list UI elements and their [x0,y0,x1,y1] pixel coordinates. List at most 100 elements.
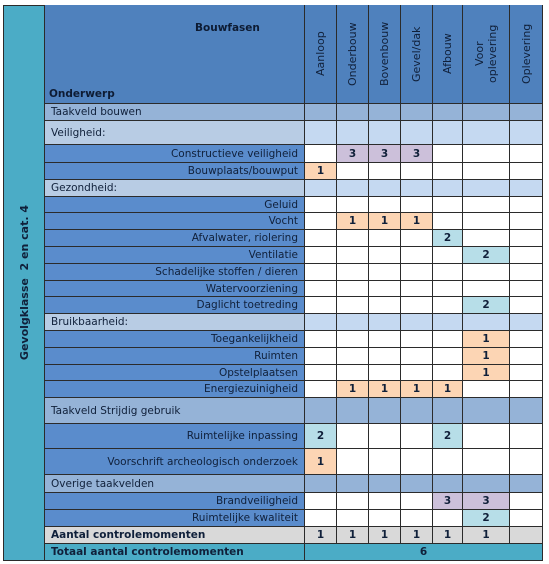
section-cell [510,121,543,145]
phases-title: Bouwfasen [195,18,295,38]
item-cell: 1 [369,381,401,398]
section-cell [433,121,463,145]
section-cell [305,314,337,331]
item-cell [463,381,510,398]
item-label: Vocht [45,213,305,230]
item-cell [305,348,337,365]
group-label: Taakveld Strijdig gebruik [45,398,305,424]
item-cell [305,493,337,510]
item-cell: 1 [433,381,463,398]
phase-header: Oplevering [510,5,543,104]
section-cell [305,121,337,145]
group-cell [401,104,433,121]
totals-cell [510,527,543,544]
item-cell [510,281,543,297]
item-cell [401,281,433,297]
section-cell [369,180,401,197]
item-cell [510,449,543,475]
group-cell [463,398,510,424]
item-cell [401,230,433,247]
item-cell [510,331,543,348]
item-cell [305,381,337,398]
phase-header: Afbouw [433,5,463,104]
item-cell [337,493,369,510]
item-cell: 1 [337,213,369,230]
item-cell [433,247,463,264]
item-cell [433,365,463,381]
item-cell: 1 [305,163,337,180]
group-cell [337,104,369,121]
item-cell: 1 [401,213,433,230]
item-cell [463,230,510,247]
item-cell [369,264,401,281]
phase-label: Bovenbouw [378,21,391,87]
item-cell [463,197,510,213]
item-label: Ruimten [45,348,305,365]
item-cell [401,163,433,180]
section-cell [463,180,510,197]
item-cell: 2 [463,297,510,314]
item-label: Opstelplaatsen [45,365,305,381]
item-cell [401,247,433,264]
group-cell [433,398,463,424]
item-cell [369,510,401,527]
section-cell [463,314,510,331]
item-cell [369,230,401,247]
phase-label: Aanloop [314,31,327,77]
item-cell [433,348,463,365]
item-cell [305,331,337,348]
item-label: Schadelijke stoffen / dieren [45,264,305,281]
section-label: Gezondheid: [45,180,305,197]
item-cell [401,331,433,348]
item-cell [510,381,543,398]
item-cell [305,247,337,264]
item-cell [463,163,510,180]
item-cell [369,331,401,348]
group-cell [401,398,433,424]
item-cell [433,197,463,213]
item-cell: 1 [401,381,433,398]
section-cell [337,121,369,145]
item-cell [337,264,369,281]
group-cell [463,475,510,493]
item-cell [305,213,337,230]
item-cell [369,348,401,365]
item-cell [463,264,510,281]
section-cell [433,180,463,197]
item-cell: 2 [463,247,510,264]
item-cell [510,297,543,314]
group-cell [369,398,401,424]
section-cell [401,121,433,145]
item-cell [463,145,510,163]
item-cell [369,197,401,213]
item-cell [510,145,543,163]
item-cell: 2 [463,510,510,527]
item-label: Bouwplaats/bouwput [45,163,305,180]
section-cell [337,314,369,331]
item-label: Voorschrift archeologisch onderzoek [45,449,305,475]
item-label: Geluid [45,197,305,213]
item-cell [510,348,543,365]
item-cell [463,449,510,475]
item-label: Ruimtelijke inpassing [45,424,305,449]
totals-cell: 1 [305,527,337,544]
item-cell: 3 [369,145,401,163]
item-cell [305,281,337,297]
item-cell [337,449,369,475]
section-cell [401,180,433,197]
phase-header: Bovenbouw [369,5,401,104]
item-cell [510,230,543,247]
item-cell [369,365,401,381]
totals-cell: 1 [337,527,369,544]
item-cell [369,297,401,314]
item-cell [369,247,401,264]
item-cell [337,230,369,247]
section-cell [305,180,337,197]
item-cell [337,163,369,180]
item-cell [369,493,401,510]
item-cell [433,213,463,230]
item-cell [401,264,433,281]
group-cell [401,475,433,493]
item-cell [463,281,510,297]
totals-cell: 1 [463,527,510,544]
